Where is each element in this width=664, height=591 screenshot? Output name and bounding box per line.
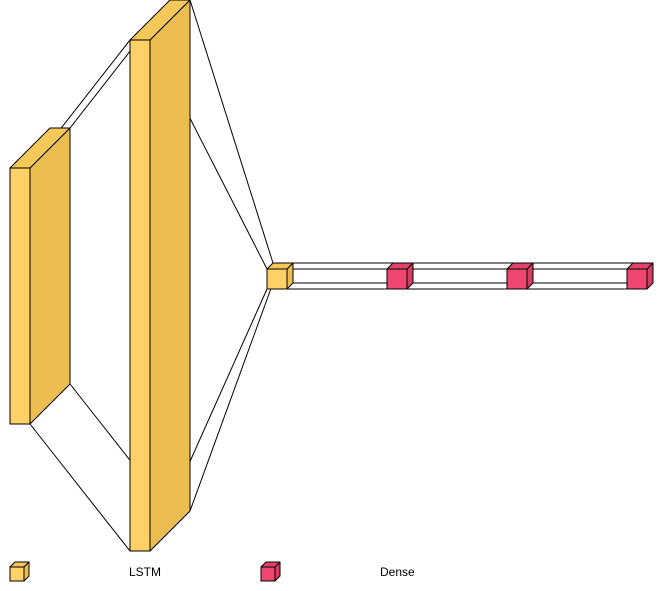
layer-block-dense-4 xyxy=(386,262,414,290)
front-face xyxy=(266,268,288,290)
front-face xyxy=(386,268,408,290)
lstm-cube-icon xyxy=(9,561,30,582)
front-face xyxy=(506,268,528,290)
side-face xyxy=(29,127,71,425)
layer-block-lstm-2 xyxy=(129,0,191,552)
legend-label-dense: Dense xyxy=(380,565,415,579)
front-face xyxy=(9,167,31,425)
connector-line xyxy=(189,282,274,512)
front-face xyxy=(129,39,151,552)
layer-blocks xyxy=(9,0,654,552)
front-face xyxy=(626,268,648,290)
front-face xyxy=(9,566,25,582)
layer-block-lstm-1 xyxy=(9,127,71,425)
layer-block-dense-5 xyxy=(506,262,534,290)
connector-line xyxy=(29,423,131,552)
connector-line xyxy=(189,0,274,264)
front-face xyxy=(260,566,276,582)
dense-cube-icon xyxy=(260,561,281,582)
side-face xyxy=(149,0,191,552)
legend-icons xyxy=(9,561,281,582)
layer-block-dense-6 xyxy=(626,262,654,290)
layer-block-lstm-3 xyxy=(266,262,294,290)
legend-label-lstm: LSTM xyxy=(129,565,162,579)
layer-connectors xyxy=(29,0,633,552)
